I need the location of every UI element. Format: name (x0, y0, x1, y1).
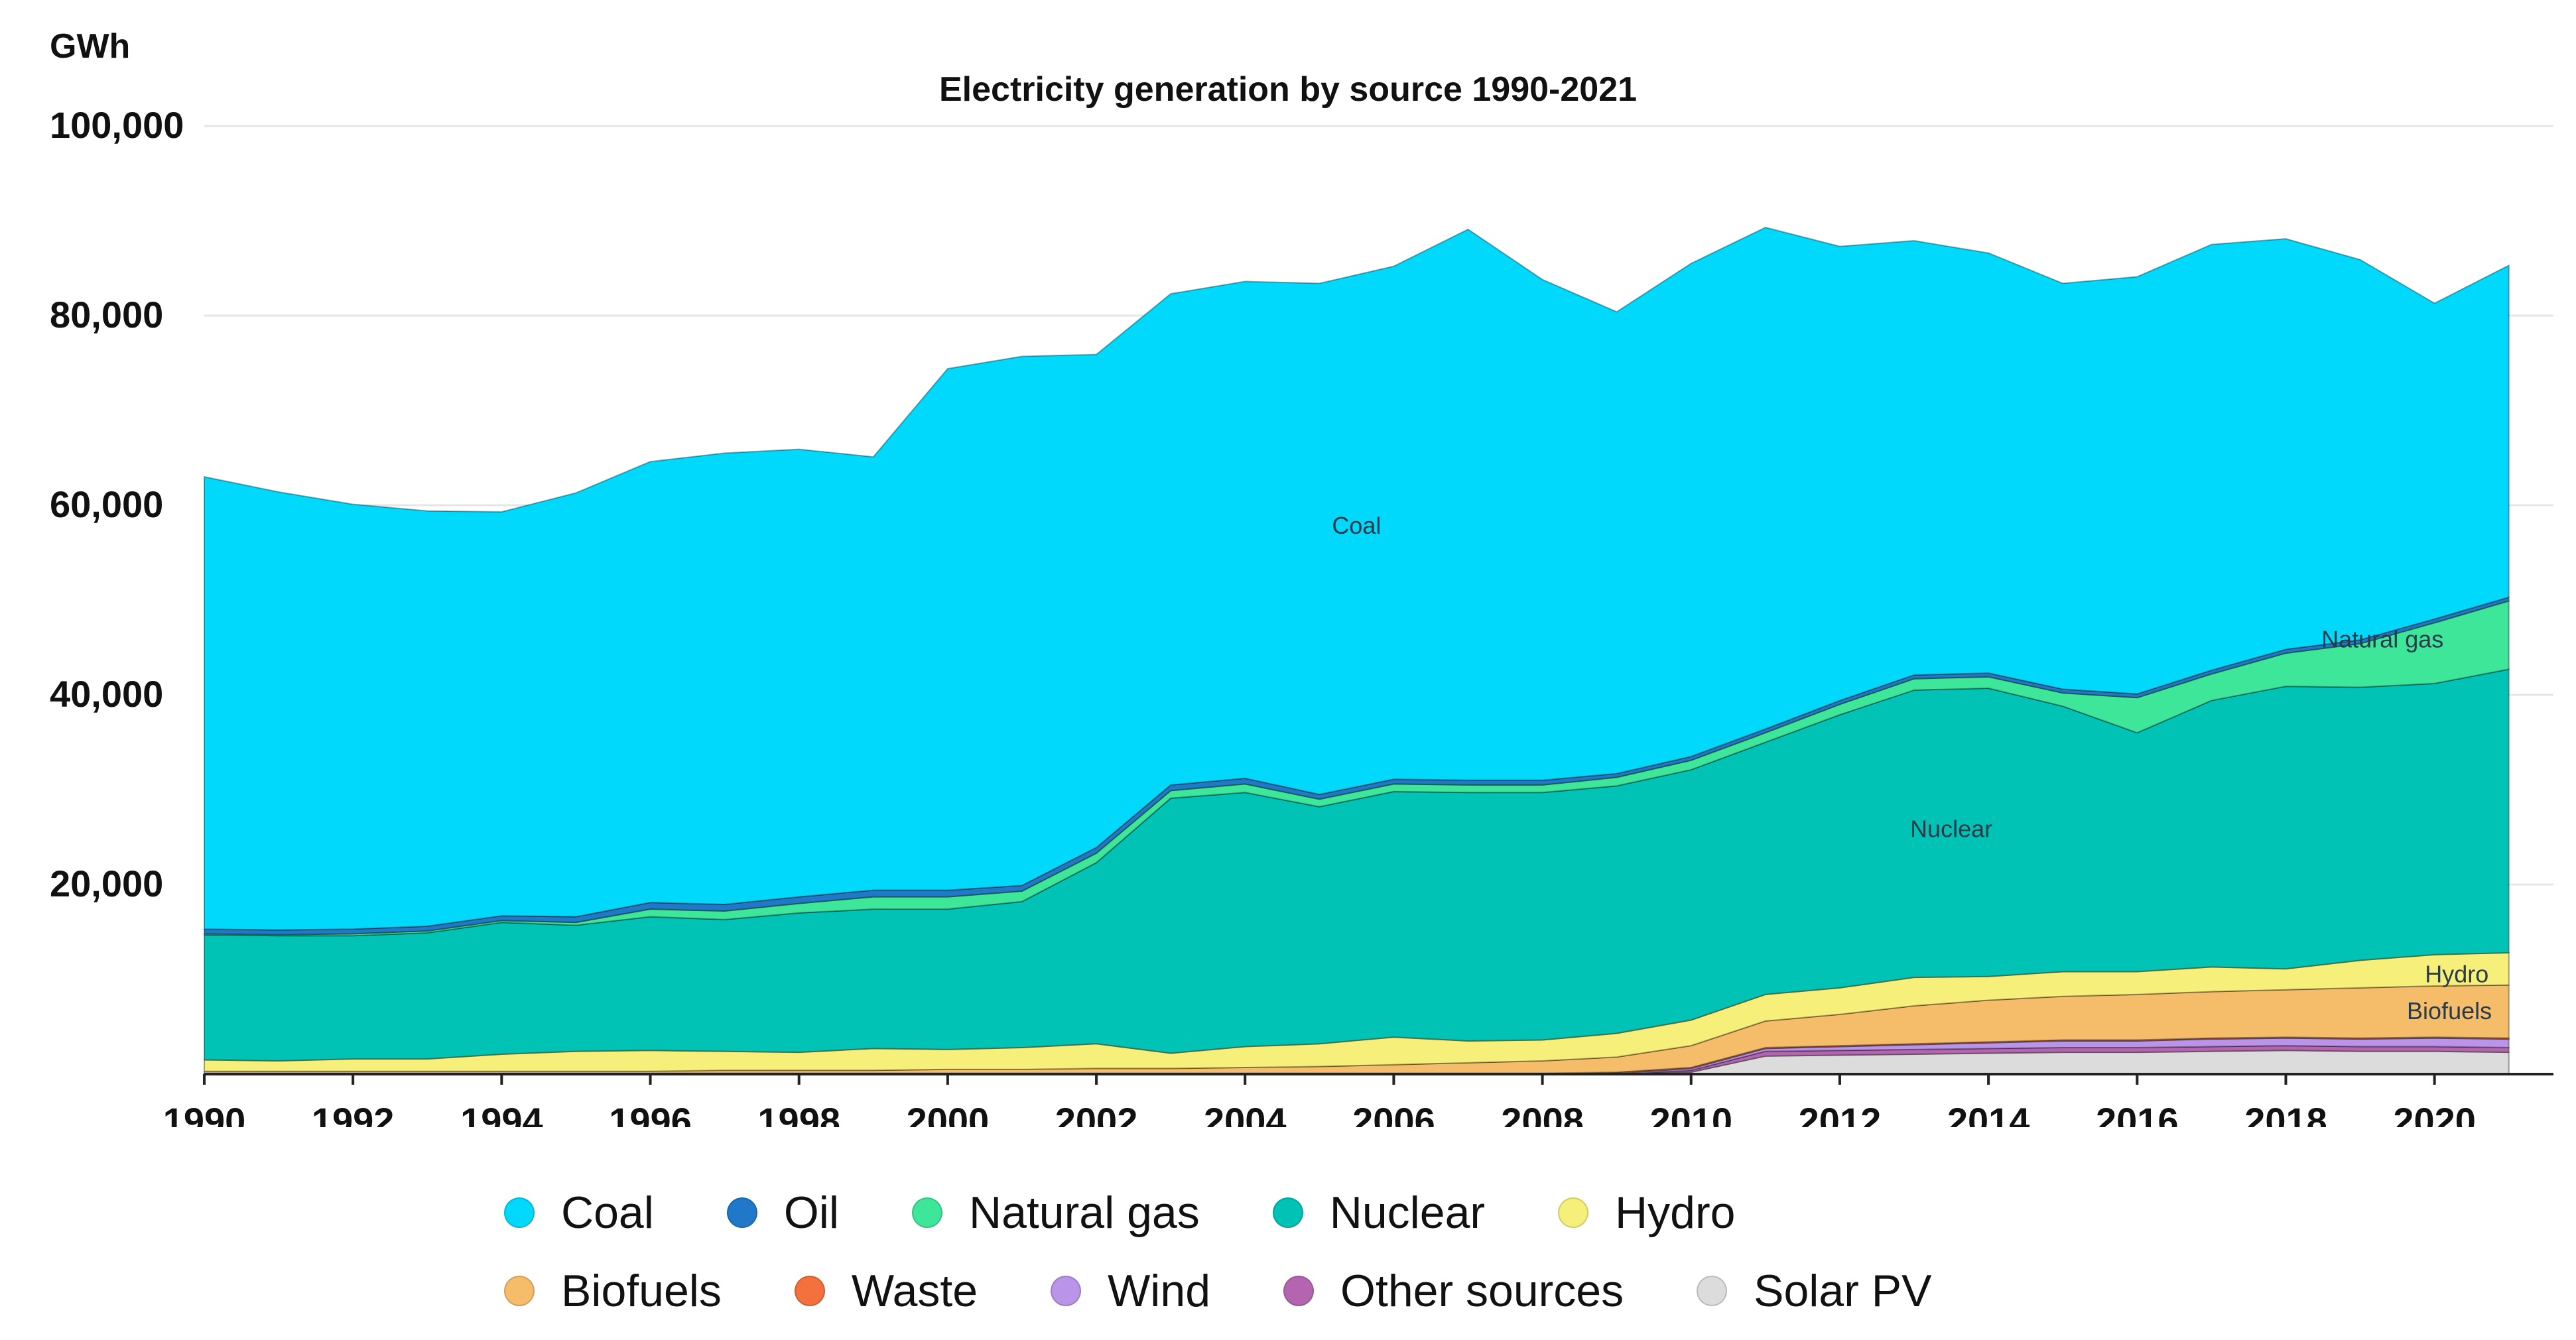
annotation-coal: Coal (1332, 512, 1381, 539)
legend-item-nuclear: Nuclear (1272, 1187, 1486, 1239)
chart-title: Electricity generation by source 1990-20… (938, 70, 1638, 109)
legend-label: Hydro (1615, 1188, 1736, 1238)
x-tick-label: 1996 (609, 1100, 692, 1127)
legend-label: Waste (851, 1266, 978, 1316)
x-tick-label: 2008 (1501, 1100, 1584, 1127)
annotation-hydro: Hydro (2425, 960, 2488, 987)
x-tick-label: 2000 (907, 1100, 990, 1127)
legend-item-coal: Coal (504, 1187, 654, 1239)
x-tick-label: 2012 (1799, 1100, 1882, 1127)
legend-item-natural-gas: Natural gas (911, 1187, 1200, 1239)
x-tick-label: 2018 (2244, 1100, 2327, 1127)
legend-swatch (1272, 1197, 1303, 1228)
legend-swatch (1283, 1276, 1315, 1306)
legend-row-2: Biofuels Waste Wind Other sources Solar PV (504, 1265, 2004, 1317)
x-tick-label: 2014 (1947, 1100, 2030, 1127)
y-tick-label: 60,000 (50, 483, 163, 525)
annotation-natural-gas: Natural gas (2321, 626, 2443, 653)
x-tick-label: 1990 (163, 1100, 246, 1127)
y-tick-label: 40,000 (50, 673, 163, 715)
y-tick-label: 80,000 (50, 294, 163, 335)
y-axis-unit-label: GWh (50, 27, 131, 66)
legend-label: Oil (783, 1188, 839, 1238)
legend-item-wind: Wind (1051, 1265, 1210, 1317)
annotation-nuclear: Nuclear (1910, 816, 1992, 843)
x-tick-label: 2020 (2393, 1100, 2476, 1127)
x-tick-label: 2016 (2096, 1100, 2179, 1127)
x-tick-label: 2006 (1352, 1100, 1435, 1127)
x-tick-label: 1998 (757, 1100, 840, 1127)
legend-swatch (726, 1197, 757, 1228)
legend-label: Biofuels (561, 1266, 722, 1316)
y-tick-label: 100,000 (50, 104, 184, 146)
legend-item-biofuels: Biofuels (504, 1265, 722, 1317)
legend-label: Coal (561, 1188, 654, 1238)
y-tick-label: 20,000 (50, 863, 163, 904)
annotation-biofuels: Biofuels (2407, 997, 2492, 1024)
axis-layer: 20,000 40,000 60,000 80,000 100,000 1990 1992 1… (50, 104, 2553, 1127)
legend-label: Wind (1108, 1266, 1211, 1316)
x-tick-label: 2010 (1649, 1100, 1732, 1127)
legend-item-oil: Oil (726, 1187, 839, 1239)
legend-row-1: Coal Oil Natural gas Nuclear Hydro (504, 1187, 1808, 1239)
x-tick-label: 1994 (460, 1100, 543, 1127)
area-layer (204, 226, 2510, 1075)
legend-item-other-sources: Other sources (1283, 1265, 1624, 1317)
stacked-area-chart: Coal Nuclear Natural gas Hydro Biofuels 20,0… (50, 104, 2553, 1127)
legend-swatch (1697, 1276, 1728, 1306)
legend-swatch (1558, 1197, 1589, 1228)
x-tick-label: 1992 (312, 1100, 395, 1127)
annotation-layer: Coal Nuclear Natural gas Hydro Biofuels (1332, 512, 2492, 1024)
legend-swatch (504, 1276, 535, 1306)
x-tick-label: 2002 (1055, 1100, 1138, 1127)
legend-label: Solar PV (1754, 1266, 1932, 1316)
legend-swatch (911, 1197, 942, 1228)
legend-label: Other sources (1340, 1266, 1624, 1316)
legend-swatch (794, 1276, 825, 1306)
legend-item-hydro: Hydro (1558, 1187, 1735, 1239)
area-coal (204, 226, 2510, 931)
legend-label: Nuclear (1329, 1188, 1486, 1238)
legend-item-solar-pv: Solar PV (1697, 1265, 1931, 1317)
legend-item-waste: Waste (794, 1265, 978, 1317)
x-tick-label: 2004 (1204, 1100, 1287, 1127)
legend-swatch (504, 1197, 535, 1228)
legend-label: Natural gas (968, 1188, 1200, 1238)
legend-swatch (1051, 1276, 1082, 1306)
